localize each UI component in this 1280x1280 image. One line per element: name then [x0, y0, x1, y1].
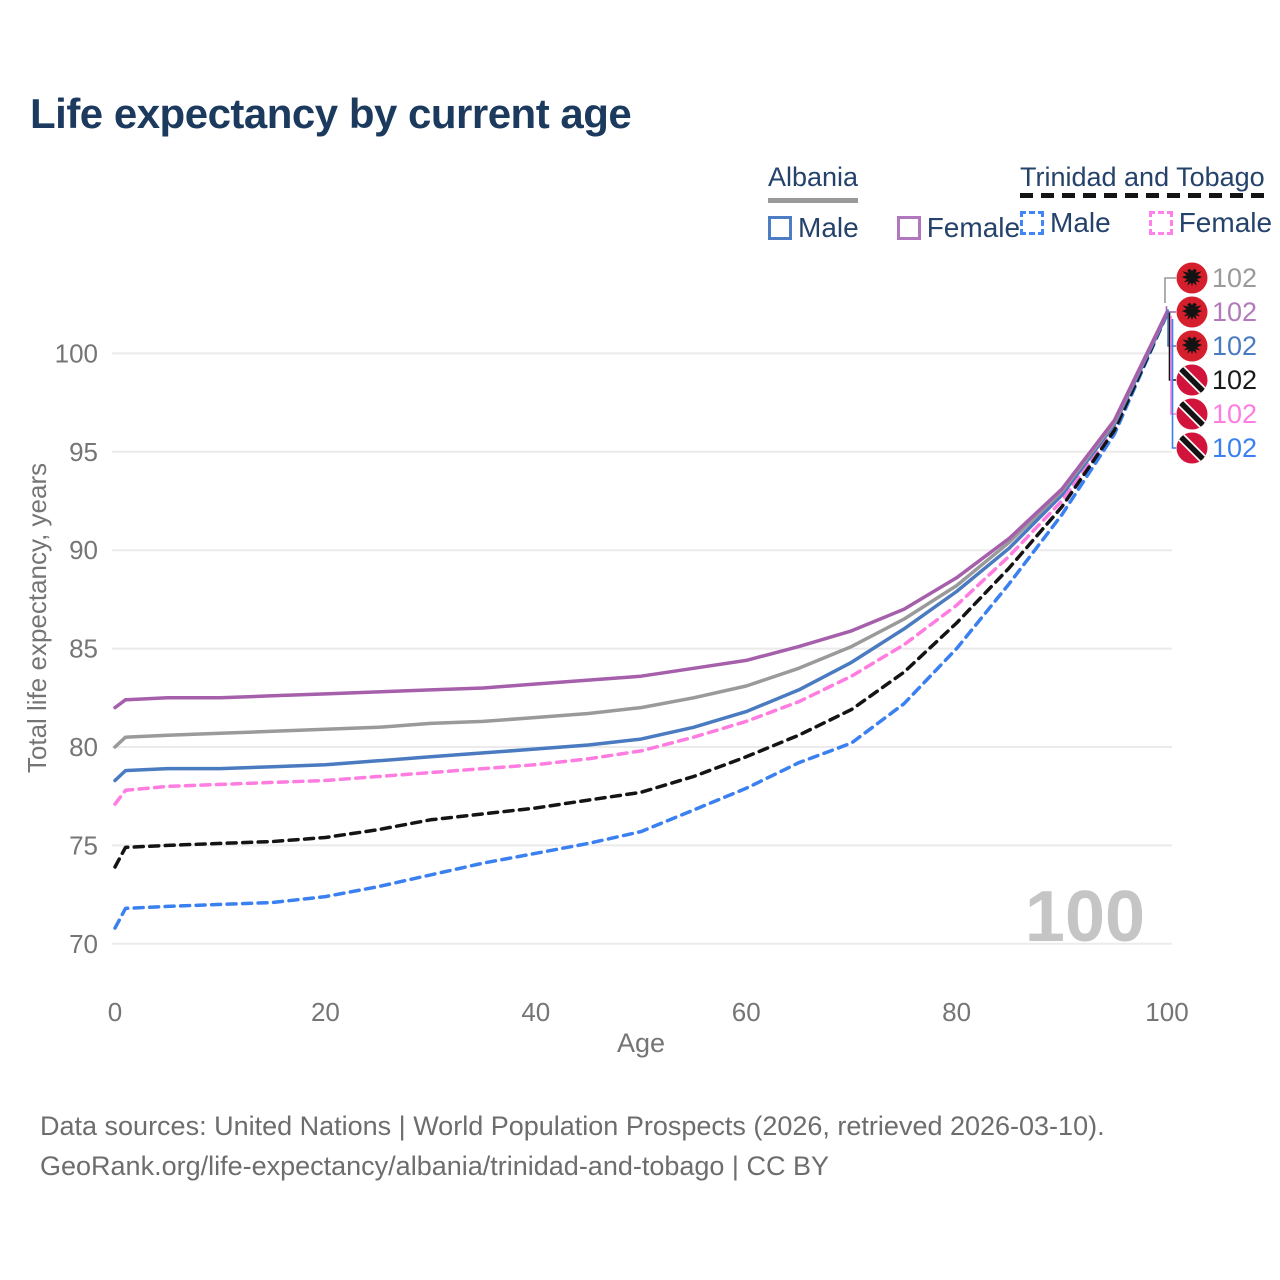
y-tick-label-70: 70 [69, 929, 98, 959]
end-label-layer: 102 102 102 102 102 102 [1164, 262, 1257, 464]
legend-group-trinidad-and-tobago: Trinidad and Tobago Male Female [1020, 162, 1272, 239]
y-tick-label-90: 90 [69, 535, 98, 565]
double-headed-eagle-glyph [1181, 302, 1203, 321]
y-tick-label-85: 85 [69, 634, 98, 664]
chart-area: 70 75 80 85 90 95 100 0 20 40 60 80 100 102 102 102 102… [0, 240, 1280, 1070]
legend-item-albania-male[interactable]: Male [768, 212, 859, 244]
x-tick-label-80: 80 [942, 997, 971, 1027]
albania-flag-icon [1176, 330, 1208, 362]
legend-country-albania[interactable]: Albania [768, 162, 859, 203]
series-line-trinidad-and-tobago-female[interactable] [113, 312, 1169, 806]
trinidad-and-tobago-flag-icon [1176, 398, 1208, 430]
end-value-label: 102 [1212, 433, 1257, 463]
legend-group-albania: Albania Male Female [768, 162, 1020, 244]
y-tick-label-80: 80 [69, 732, 98, 762]
end-label-leader [1171, 319, 1176, 449]
end-label-leader [1165, 306, 1176, 313]
legend-items-albania: Male Female [768, 212, 1020, 244]
albania-flag-icon [1176, 296, 1208, 328]
end-value-label: 102 [1212, 297, 1257, 327]
footer-line-url: GeoRank.org/life-expectancy/albania/trin… [40, 1151, 829, 1181]
y-tick-label-75: 75 [69, 830, 98, 860]
double-headed-eagle-glyph [1181, 268, 1203, 287]
data-source-footer: Data sources: United Nations | World Pop… [40, 1106, 1240, 1186]
y-axis-label: Total life expectancy, years [22, 463, 52, 773]
x-tick-label-0: 0 [108, 997, 122, 1027]
trinidad-and-tobago-flag-icon [1176, 364, 1208, 396]
end-value-label: 102 [1212, 263, 1257, 293]
footer-line-sources: Data sources: United Nations | World Pop… [40, 1111, 1105, 1141]
series-line-trinidad-and-tobago-total[interactable] [113, 312, 1169, 869]
grid-layer: 70 75 80 85 90 95 100 0 20 40 60 80 100 [55, 338, 1189, 1027]
y-tick-label-95: 95 [69, 437, 98, 467]
end-label-leader [1170, 315, 1176, 415]
legend-country-trinidad-and-tobago[interactable]: Trinidad and Tobago [1020, 162, 1265, 198]
age-counter-watermark: 100 [1025, 877, 1145, 957]
legend-item-label: Male [1050, 207, 1111, 238]
page-title: Life expectancy by current age [30, 90, 632, 137]
legend: Albania Male Female Trinidad and Tobago … [0, 162, 1280, 244]
end-label-leader [1168, 312, 1176, 381]
legend-item-tt-female[interactable]: Female [1148, 207, 1273, 239]
y-tick-label-100: 100 [55, 338, 98, 368]
end-label-leader [1167, 309, 1176, 347]
tt-female-swatch-icon [1148, 211, 1173, 235]
series-line-trinidad-and-tobago-male[interactable] [113, 312, 1169, 930]
trinidad-and-tobago-flag-icon [1176, 432, 1208, 464]
legend-item-albania-female[interactable]: Female [896, 212, 1021, 244]
x-tick-label-20: 20 [311, 997, 340, 1027]
end-value-label: 102 [1212, 399, 1257, 429]
albania-flag-icon [1176, 262, 1208, 294]
series-line-albania-total[interactable] [113, 310, 1169, 749]
end-value-label: 102 [1212, 331, 1257, 361]
legend-item-label: Female [926, 212, 1021, 243]
legend-item-label: Male [798, 212, 859, 243]
flag-black-band [1178, 400, 1206, 428]
legend-item-label: Female [1178, 207, 1273, 238]
series-layer [113, 310, 1169, 930]
end-value-label: 102 [1212, 365, 1257, 395]
double-headed-eagle-glyph [1181, 336, 1203, 355]
tt-male-swatch-icon [1020, 211, 1044, 235]
x-tick-label-40: 40 [521, 997, 550, 1027]
x-tick-label-100: 100 [1145, 997, 1188, 1027]
x-axis-label: Age [617, 1028, 665, 1058]
series-line-albania-male[interactable] [113, 312, 1169, 783]
series-line-albania-female[interactable] [113, 310, 1169, 710]
end-label-leader [1164, 277, 1176, 303]
x-tick-label-60: 60 [732, 997, 761, 1027]
albania-female-swatch-icon [896, 216, 921, 240]
legend-item-tt-male[interactable]: Male [1020, 207, 1111, 239]
legend-items-trinidad-and-tobago: Male Female [1020, 207, 1272, 239]
flag-black-band [1178, 366, 1206, 394]
albania-male-swatch-icon [768, 216, 792, 240]
flag-black-band [1178, 434, 1206, 462]
